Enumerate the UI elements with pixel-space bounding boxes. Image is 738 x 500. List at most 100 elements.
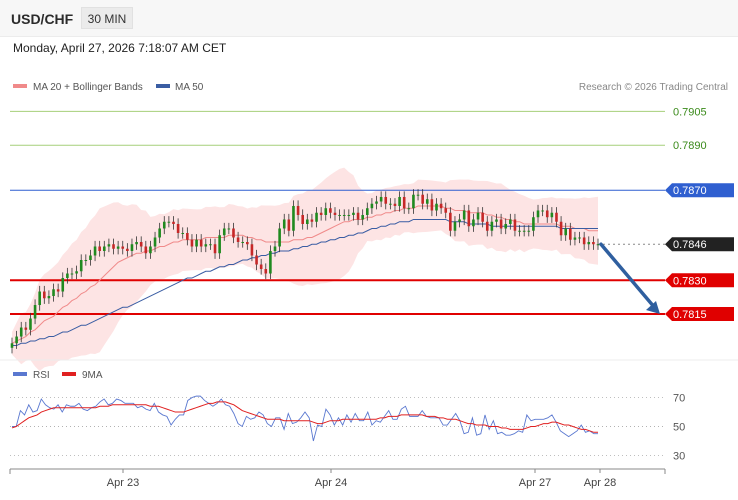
ma20-legend-swatch — [13, 84, 27, 88]
candle-body — [33, 305, 37, 319]
symbol-label: USD/CHF — [11, 11, 74, 27]
rsi-panel — [11, 395, 598, 442]
candle-body — [116, 246, 120, 249]
candle-body — [578, 237, 581, 239]
candle-body — [573, 237, 577, 240]
candle-body — [361, 214, 364, 220]
candle-body — [15, 336, 18, 344]
candle-body — [162, 221, 166, 229]
candle-body — [93, 246, 97, 256]
candle-body — [550, 212, 554, 218]
candle-body — [564, 228, 568, 236]
candle-body — [444, 208, 448, 213]
candle-body — [167, 221, 171, 223]
candle-body — [236, 237, 240, 242]
candle-body — [84, 260, 88, 262]
datetime-label: Monday, April 27, 2026 7:18:07 AM CET — [13, 41, 227, 55]
candle-body — [582, 237, 586, 245]
candle-body — [398, 196, 401, 206]
main-legend: MA 20 + Bollinger Bands MA 50 Research ©… — [13, 82, 728, 93]
level-label-last: 0.7846 — [673, 239, 707, 251]
candle-body — [509, 219, 512, 224]
rsi-legend: RSI 9MA — [13, 370, 103, 381]
candle-body — [218, 235, 221, 254]
candle-body — [449, 212, 452, 231]
candle-body — [536, 210, 540, 218]
candle-body — [370, 203, 374, 209]
candle-body — [181, 232, 185, 234]
candle-body — [24, 327, 28, 330]
candle-body — [29, 318, 32, 330]
candle-body — [439, 203, 443, 209]
candle-body — [102, 246, 106, 251]
candle-body — [135, 241, 138, 245]
candle-body — [301, 214, 304, 224]
candle-body — [204, 244, 208, 247]
candle-body — [75, 271, 78, 274]
candle-body — [232, 228, 235, 238]
candle-body — [158, 228, 161, 238]
candle-body — [52, 289, 55, 297]
ma20-line — [11, 205, 598, 344]
level-tag-support — [665, 273, 734, 288]
candle-body — [402, 196, 406, 209]
rsi-line — [12, 395, 598, 442]
candle-body — [273, 246, 277, 251]
timeframe-button[interactable]: 30 MIN — [81, 7, 133, 29]
rsi-ma-line — [11, 401, 598, 433]
candle-body — [384, 196, 388, 204]
candle-body — [42, 291, 46, 299]
level-label-pivot: 0.7870 — [673, 185, 707, 197]
candle-body — [70, 273, 74, 275]
chart-header: USD/CHF 30 MIN — [0, 0, 738, 37]
candle-body — [47, 296, 51, 299]
candle-body — [518, 230, 521, 232]
candle-body — [222, 228, 226, 236]
ma50-legend-label: MA 50 — [175, 82, 204, 93]
candle-body — [532, 217, 535, 231]
candle-body — [255, 255, 258, 265]
candle-body — [541, 210, 544, 212]
candle-body — [527, 230, 531, 232]
candle-body — [126, 248, 129, 251]
ma50-legend-swatch — [156, 84, 170, 88]
rsi-legend-label: RSI — [33, 370, 50, 381]
credit-label: Research © 2026 Trading Central — [579, 82, 728, 93]
candle-body — [296, 205, 300, 215]
candle-body — [365, 208, 369, 215]
candle-body — [333, 212, 337, 215]
candle-body — [389, 203, 392, 205]
candle-body — [38, 291, 41, 306]
candle-body — [416, 194, 420, 196]
candle-body — [153, 237, 157, 247]
level-label-resistance: 0.7890 — [673, 140, 707, 152]
x-tick-label: Apr 28 — [584, 477, 616, 489]
candle-body — [338, 214, 341, 216]
candle-body — [324, 208, 328, 215]
candle-body — [596, 244, 600, 246]
candle-body — [112, 244, 115, 249]
forecast-arrow-shaft — [599, 242, 657, 310]
candle-body — [421, 194, 424, 204]
candle-body — [292, 205, 295, 231]
candle-body — [250, 244, 254, 256]
candle-body — [144, 246, 148, 254]
candle-body — [522, 230, 526, 232]
candle-body — [435, 203, 438, 211]
candle-body — [319, 212, 323, 215]
candle-body — [393, 203, 397, 206]
rsi-tick-label: 30 — [673, 450, 685, 462]
candle-body — [66, 273, 69, 279]
candle-body — [412, 194, 415, 209]
level-labels: 0.7905 0.7890 0.7870 0.7846 0.7830 0.7815 — [665, 106, 734, 322]
candle-body — [195, 239, 198, 247]
rsi-legend-swatch — [13, 372, 27, 376]
candle-body — [264, 269, 268, 274]
candle-body — [213, 244, 217, 254]
x-tick-label: Apr 23 — [107, 477, 139, 489]
candle-body — [587, 241, 591, 245]
candle-body — [476, 212, 480, 220]
candle-body — [199, 239, 203, 247]
